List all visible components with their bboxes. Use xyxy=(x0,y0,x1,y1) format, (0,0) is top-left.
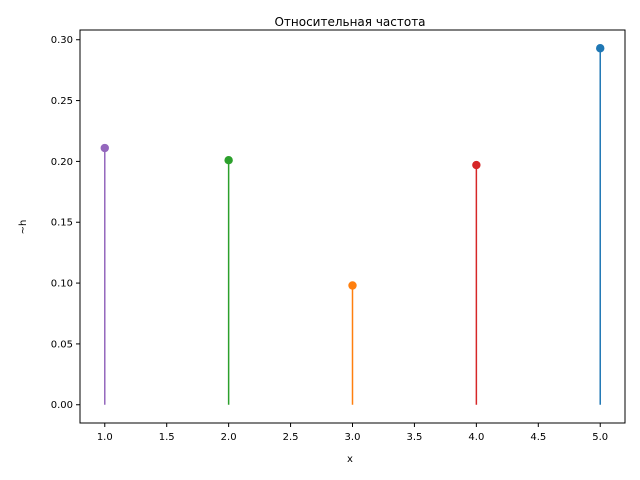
chart-title: Относительная частота xyxy=(274,15,425,29)
y-tick-label: 0.15 xyxy=(51,218,73,229)
x-tick-label: 2.5 xyxy=(283,432,299,443)
y-tick-label: 0.20 xyxy=(51,157,73,168)
x-tick-label: 2.0 xyxy=(221,432,237,443)
x-tick-label: 3.5 xyxy=(406,432,422,443)
y-tick-label: 0.30 xyxy=(51,35,73,46)
stem-marker xyxy=(100,143,109,153)
x-tick-label: 5.0 xyxy=(592,432,608,443)
stem-marker xyxy=(224,155,233,165)
stem-2 xyxy=(224,155,233,405)
stem-marker xyxy=(348,281,357,290)
x-tick-label: 1.0 xyxy=(97,432,113,443)
x-axis-label: x xyxy=(347,454,353,465)
y-tick-label: 0.05 xyxy=(51,339,73,350)
stem-3 xyxy=(348,281,357,405)
x-tick-label: 3.0 xyxy=(345,432,361,443)
stem-marker xyxy=(596,44,605,53)
stem-5 xyxy=(596,44,605,405)
x-tick-label: 4.0 xyxy=(468,432,484,443)
y-tick-label: 0.00 xyxy=(51,400,73,411)
stem-4 xyxy=(472,160,481,405)
x-tick-label: 4.5 xyxy=(530,432,546,443)
stem-1 xyxy=(100,143,109,405)
y-axis-label: ~h xyxy=(18,220,29,235)
y-tick-label: 0.10 xyxy=(51,279,73,290)
x-tick-label: 1.5 xyxy=(159,432,175,443)
y-tick-label: 0.25 xyxy=(51,96,73,107)
stem-marker xyxy=(472,160,481,170)
